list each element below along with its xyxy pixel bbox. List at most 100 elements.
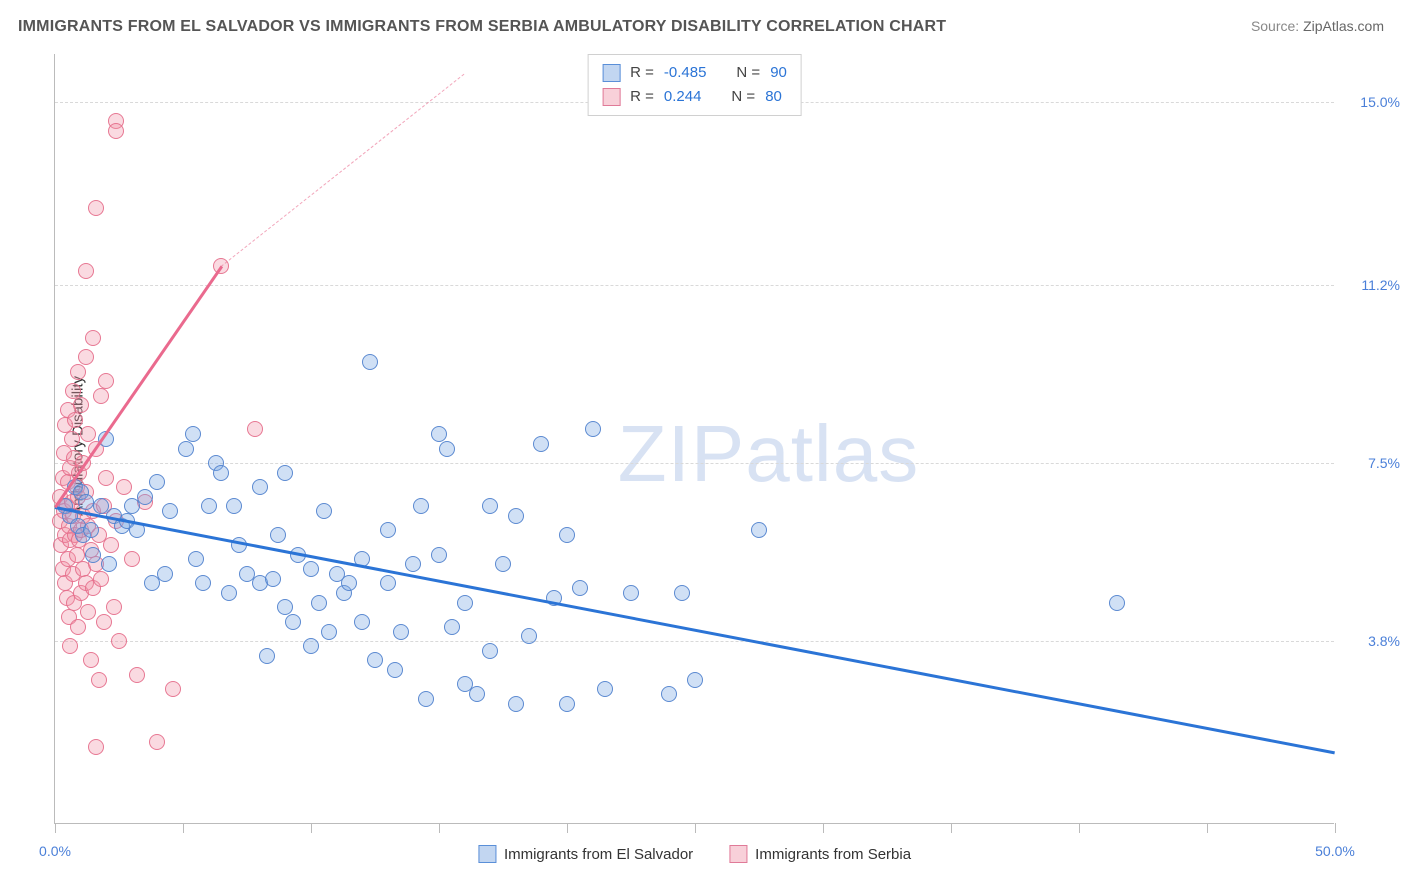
n-label: N = bbox=[736, 61, 760, 85]
data-point bbox=[80, 604, 96, 620]
data-point bbox=[83, 522, 99, 538]
x-tick-mark bbox=[823, 823, 824, 833]
legend-label-el-salvador: Immigrants from El Salvador bbox=[504, 846, 693, 863]
swatch-pink-icon bbox=[729, 845, 747, 863]
data-point bbox=[201, 498, 217, 514]
data-point bbox=[508, 696, 524, 712]
data-point bbox=[285, 614, 301, 630]
data-point bbox=[93, 571, 109, 587]
data-point bbox=[265, 571, 281, 587]
data-point bbox=[98, 470, 114, 486]
data-point bbox=[572, 580, 588, 596]
source-value: ZipAtlas.com bbox=[1303, 18, 1384, 34]
x-tick-mark bbox=[1335, 823, 1336, 833]
data-point bbox=[149, 734, 165, 750]
watermark: ZIPatlas bbox=[618, 408, 919, 500]
data-point bbox=[101, 556, 117, 572]
legend-item-serbia: Immigrants from Serbia bbox=[729, 845, 911, 863]
data-point bbox=[418, 691, 434, 707]
data-point bbox=[85, 330, 101, 346]
data-point bbox=[247, 421, 263, 437]
data-point bbox=[439, 441, 455, 457]
x-tick-mark bbox=[567, 823, 568, 833]
data-point bbox=[64, 431, 80, 447]
data-point bbox=[387, 662, 403, 678]
data-point bbox=[277, 465, 293, 481]
data-point bbox=[226, 498, 242, 514]
data-point bbox=[380, 575, 396, 591]
data-point bbox=[93, 388, 109, 404]
data-point bbox=[88, 739, 104, 755]
correlation-chart: IMMIGRANTS FROM EL SALVADOR VS IMMIGRANT… bbox=[0, 0, 1406, 892]
watermark-part-a: ZIP bbox=[618, 409, 745, 498]
data-point bbox=[303, 638, 319, 654]
y-tick-label: 15.0% bbox=[1360, 94, 1400, 110]
data-point bbox=[188, 551, 204, 567]
data-point bbox=[431, 547, 447, 563]
data-point bbox=[270, 527, 286, 543]
y-tick-label: 7.5% bbox=[1368, 455, 1400, 471]
r-value-pink: 0.244 bbox=[664, 85, 702, 109]
x-tick-mark bbox=[311, 823, 312, 833]
data-point bbox=[195, 575, 211, 591]
data-point bbox=[213, 465, 229, 481]
swatch-blue-icon bbox=[602, 64, 620, 82]
data-point bbox=[221, 585, 237, 601]
legend-label-serbia: Immigrants from Serbia bbox=[755, 846, 911, 863]
data-point bbox=[469, 686, 485, 702]
data-point bbox=[457, 595, 473, 611]
trend-line bbox=[55, 506, 1335, 754]
data-point bbox=[70, 364, 86, 380]
data-point bbox=[482, 643, 498, 659]
data-point bbox=[321, 624, 337, 640]
source-attribution: Source: ZipAtlas.com bbox=[1251, 18, 1384, 34]
data-point bbox=[495, 556, 511, 572]
data-point bbox=[165, 681, 181, 697]
gridline-h bbox=[55, 285, 1334, 286]
data-point bbox=[380, 522, 396, 538]
data-point bbox=[108, 123, 124, 139]
data-point bbox=[78, 349, 94, 365]
gridline-h bbox=[55, 641, 1334, 642]
x-tick-label: 0.0% bbox=[39, 843, 71, 859]
data-point bbox=[103, 537, 119, 553]
data-point bbox=[124, 551, 140, 567]
n-value-blue: 90 bbox=[770, 61, 787, 85]
data-point bbox=[559, 527, 575, 543]
data-point bbox=[73, 397, 89, 413]
series-legend: Immigrants from El Salvador Immigrants f… bbox=[478, 845, 911, 863]
data-point bbox=[303, 561, 319, 577]
data-point bbox=[687, 672, 703, 688]
data-point bbox=[1109, 595, 1125, 611]
data-point bbox=[111, 633, 127, 649]
data-point bbox=[367, 652, 383, 668]
plot-area: ZIPatlas R = -0.485 N = 90 R = 0.244 N =… bbox=[54, 54, 1334, 824]
n-value-pink: 80 bbox=[765, 85, 782, 109]
x-tick-mark bbox=[439, 823, 440, 833]
n-label: N = bbox=[731, 85, 755, 109]
data-point bbox=[559, 696, 575, 712]
data-point bbox=[259, 648, 275, 664]
data-point bbox=[91, 672, 107, 688]
data-point bbox=[341, 575, 357, 591]
data-point bbox=[585, 421, 601, 437]
data-point bbox=[413, 498, 429, 514]
chart-title: IMMIGRANTS FROM EL SALVADOR VS IMMIGRANT… bbox=[18, 18, 946, 36]
data-point bbox=[106, 599, 122, 615]
data-point bbox=[661, 686, 677, 702]
data-point bbox=[98, 373, 114, 389]
data-point bbox=[508, 508, 524, 524]
x-tick-mark bbox=[695, 823, 696, 833]
data-point bbox=[78, 263, 94, 279]
data-point bbox=[67, 412, 83, 428]
data-point bbox=[185, 426, 201, 442]
source-label: Source: bbox=[1251, 18, 1299, 34]
data-point bbox=[85, 547, 101, 563]
y-tick-label: 11.2% bbox=[1361, 277, 1400, 293]
data-point bbox=[597, 681, 613, 697]
swatch-pink-icon bbox=[602, 88, 620, 106]
data-point bbox=[405, 556, 421, 572]
x-tick-mark bbox=[1207, 823, 1208, 833]
r-label: R = bbox=[630, 85, 654, 109]
swatch-blue-icon bbox=[478, 845, 496, 863]
